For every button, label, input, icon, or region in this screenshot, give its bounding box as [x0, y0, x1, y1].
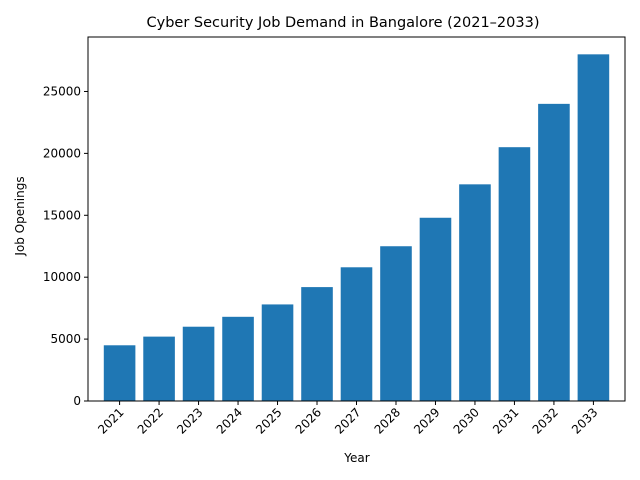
y-axis-label: Job Openings: [13, 176, 27, 256]
x-axis-label: Year: [343, 451, 369, 465]
y-tick-label: 10000: [43, 270, 81, 284]
y-tick-label: 15000: [43, 208, 81, 222]
x-tick-label: 2025: [253, 405, 284, 436]
y-tick-label: 20000: [43, 146, 81, 160]
bar-2032: [538, 103, 570, 401]
x-tick-label: 2024: [214, 405, 245, 436]
x-tick-label: 2027: [332, 405, 363, 436]
x-tick-label: 2031: [490, 405, 521, 436]
chart-title: Cyber Security Job Demand in Bangalore (…: [147, 15, 540, 31]
y-tick-label: 0: [73, 394, 81, 408]
x-tick-label: 2028: [372, 405, 403, 436]
x-tick-label: 2033: [569, 405, 600, 436]
bar-2029: [419, 217, 452, 401]
bar-2021: [103, 345, 136, 401]
x-tick-label: 2030: [451, 405, 482, 436]
x-tick-label: 2026: [293, 405, 324, 436]
x-tick-label: 2022: [135, 405, 166, 436]
bar-2030: [459, 184, 491, 401]
bar-2033: [577, 54, 610, 401]
bar-2022: [143, 336, 175, 401]
x-tick-label: 2032: [530, 405, 561, 436]
bar-2026: [301, 287, 333, 401]
bar-2028: [380, 246, 412, 401]
bar-2023: [182, 326, 215, 401]
bar-2031: [498, 147, 531, 401]
x-tick-label: 2021: [95, 405, 126, 436]
bar-2025: [261, 304, 294, 401]
bar-2027: [340, 267, 373, 401]
bar-2024: [222, 316, 254, 401]
plot-frame: [87, 36, 626, 402]
y-tick-label: 25000: [43, 84, 81, 98]
x-tick-label: 2023: [174, 405, 205, 436]
y-tick-label: 5000: [50, 332, 81, 346]
x-tick-label: 2029: [411, 405, 442, 436]
